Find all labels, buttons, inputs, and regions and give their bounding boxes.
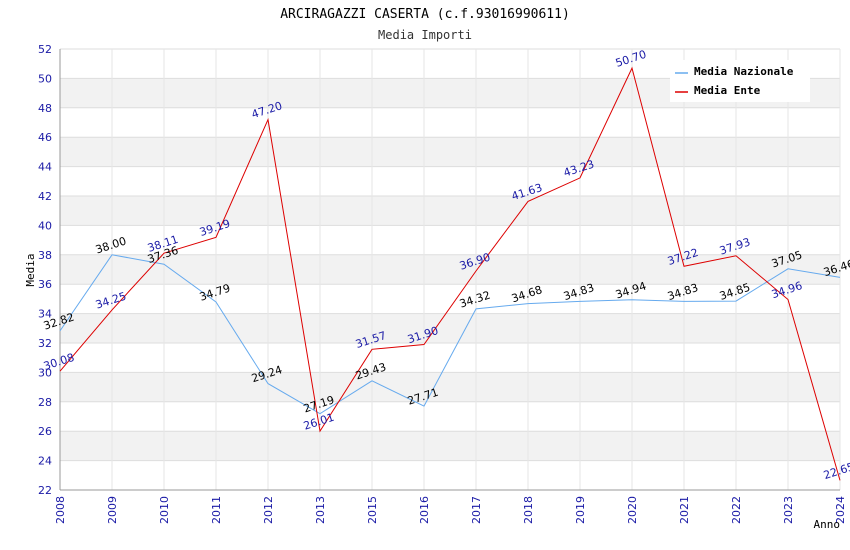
y-tick-label: 28 bbox=[38, 396, 52, 409]
data-label-nazionale: 38.00 bbox=[94, 234, 128, 256]
data-label-ente: 34.25 bbox=[94, 290, 128, 312]
grid-band bbox=[60, 372, 840, 402]
y-tick-label: 26 bbox=[38, 425, 52, 438]
x-tick-label: 2009 bbox=[106, 496, 119, 524]
legend-box bbox=[670, 60, 810, 102]
x-tick-label: 2023 bbox=[782, 496, 795, 524]
x-tick-label: 2012 bbox=[262, 496, 275, 524]
x-tick-label: 2019 bbox=[574, 496, 587, 524]
y-tick-label: 32 bbox=[38, 337, 52, 350]
x-tick-labels: 2008 2009 2010 2011 2012 2013 2015 2016 2017 2018… bbox=[54, 496, 847, 524]
legend: Media Nazionale Media Ente bbox=[670, 60, 810, 102]
chart-title: ARCIRAGAZZI CASERTA (c.f.93016990611) bbox=[280, 7, 570, 22]
y-tick-label: 36 bbox=[38, 278, 52, 291]
grid-band bbox=[60, 196, 840, 226]
y-axis-label: Media bbox=[24, 253, 37, 286]
x-tick-label: 2017 bbox=[470, 496, 483, 524]
y-tick-label: 48 bbox=[38, 102, 52, 115]
data-label-ente: 30.08 bbox=[42, 351, 76, 373]
y-tick-label: 30 bbox=[38, 366, 52, 379]
series-lines bbox=[59, 66, 841, 481]
x-tick-label: 2024 bbox=[834, 496, 847, 524]
legend-label-nazionale: Media Nazionale bbox=[694, 65, 794, 78]
chart-subtitle: Media Importi bbox=[378, 28, 472, 42]
y-tick-label: 34 bbox=[38, 308, 52, 321]
grid-band bbox=[60, 254, 840, 285]
gridlines bbox=[59, 48, 841, 491]
x-tick-label: 2020 bbox=[626, 496, 639, 524]
legend-label-ente: Media Ente bbox=[694, 84, 761, 97]
y-tick-label: 46 bbox=[38, 131, 52, 144]
y-tick-label: 24 bbox=[38, 455, 52, 468]
y-tick-label: 44 bbox=[38, 161, 52, 174]
x-tick-label: 2018 bbox=[522, 496, 535, 524]
data-label-ente: 22.65 bbox=[822, 460, 850, 482]
x-tick-label: 2021 bbox=[678, 496, 691, 524]
series-line-nazionale bbox=[59, 254, 841, 415]
data-label-nazionale: 34.68 bbox=[510, 283, 544, 305]
data-label-nazionale: 34.79 bbox=[198, 282, 232, 304]
y-tick-label: 22 bbox=[38, 484, 52, 497]
x-axis-label: Anno bbox=[814, 518, 841, 531]
x-tick-label: 2008 bbox=[54, 496, 67, 524]
x-tick-label: 2022 bbox=[730, 496, 743, 524]
y-tick-label: 40 bbox=[38, 219, 52, 232]
x-tick-label: 2013 bbox=[314, 496, 327, 524]
data-label-ente: 37.93 bbox=[718, 235, 752, 257]
data-label-ente: 50.70 bbox=[614, 48, 648, 70]
x-tick-label: 2011 bbox=[210, 496, 223, 524]
y-tick-labels: 22 24 26 28 30 32 34 36 38 40 42 44 46 48 50 52 bbox=[38, 43, 52, 497]
x-tick-label: 2015 bbox=[366, 496, 379, 524]
y-tick-label: 38 bbox=[38, 249, 52, 262]
grid-band bbox=[60, 313, 840, 343]
series-line-ente bbox=[59, 66, 841, 481]
y-tick-label: 52 bbox=[38, 43, 52, 56]
grid-band bbox=[60, 431, 840, 461]
x-tick-label: 2010 bbox=[158, 496, 171, 524]
y-tick-label: 50 bbox=[38, 72, 52, 85]
y-tick-label: 42 bbox=[38, 190, 52, 203]
grid-band bbox=[60, 137, 840, 167]
x-tick-label: 2016 bbox=[418, 496, 431, 524]
grid-bands bbox=[60, 78, 840, 461]
